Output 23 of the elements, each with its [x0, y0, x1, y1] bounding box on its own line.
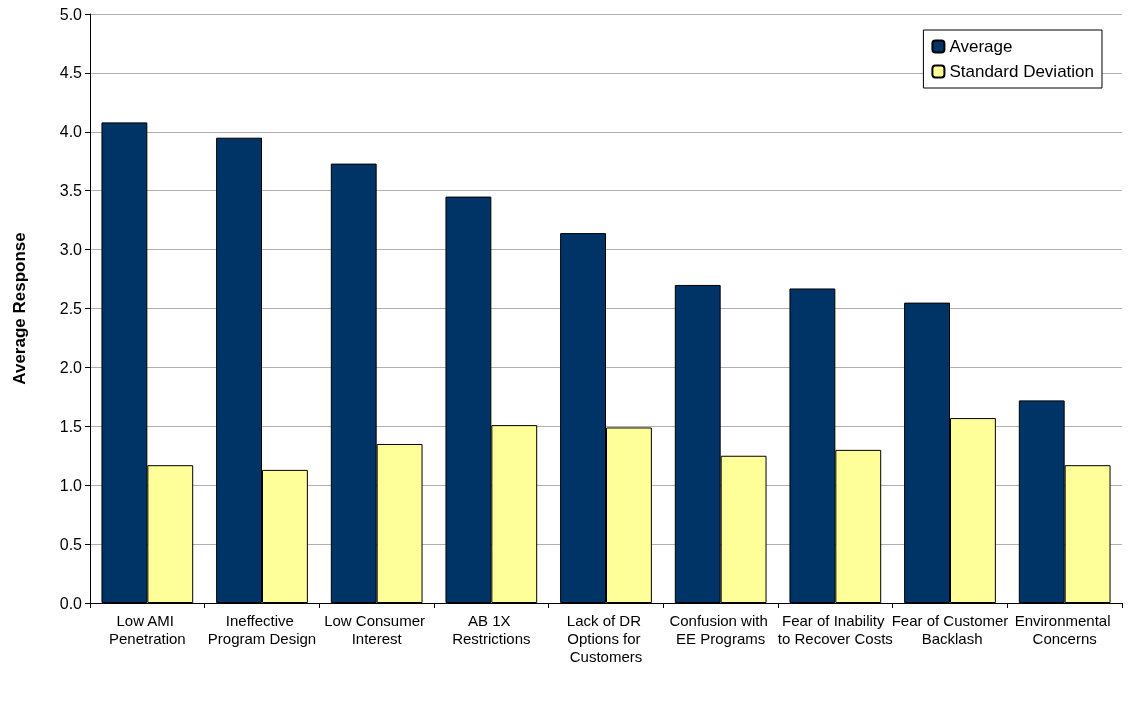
- x-tick-label: Fear of Customer Backlash: [891, 611, 1009, 647]
- y-tick-label: 0.0: [59, 594, 83, 612]
- x-tick-label: Ineffective Program Design: [207, 611, 317, 647]
- y-tick-label: 1.0: [59, 476, 83, 494]
- x-tick-label: Confusion with EE Programs: [669, 611, 772, 647]
- legend-label: Average: [949, 37, 1013, 56]
- y-tick-label: 2.0: [59, 358, 83, 376]
- y-tick-label: 5.0: [59, 5, 83, 23]
- y-tick-label: 1.5: [59, 417, 83, 435]
- y-axis-title: Average Response: [10, 232, 29, 385]
- y-tick-label: 3.5: [59, 182, 83, 200]
- y-tick-label: 4.0: [59, 123, 83, 141]
- x-tick-label: AB 1X Restrictions: [452, 611, 531, 647]
- legend-label: Standard Deviation: [949, 62, 1094, 81]
- y-tick-label: 4.5: [59, 64, 83, 82]
- x-tick-label: Fear of Inability to Recover Costs: [777, 611, 893, 647]
- x-tick-label: Environmental Concerns: [1014, 611, 1115, 647]
- y-tick-label: 0.5: [59, 535, 83, 553]
- x-tick-label: Lack of DR Options for Customers: [566, 611, 646, 665]
- y-tick-label: 2.5: [59, 300, 83, 317]
- y-tick-label: 3.0: [59, 241, 83, 259]
- x-tick-label: Low AMI Penetration: [108, 611, 186, 647]
- x-tick-label: Low Consumer Interest: [324, 611, 430, 647]
